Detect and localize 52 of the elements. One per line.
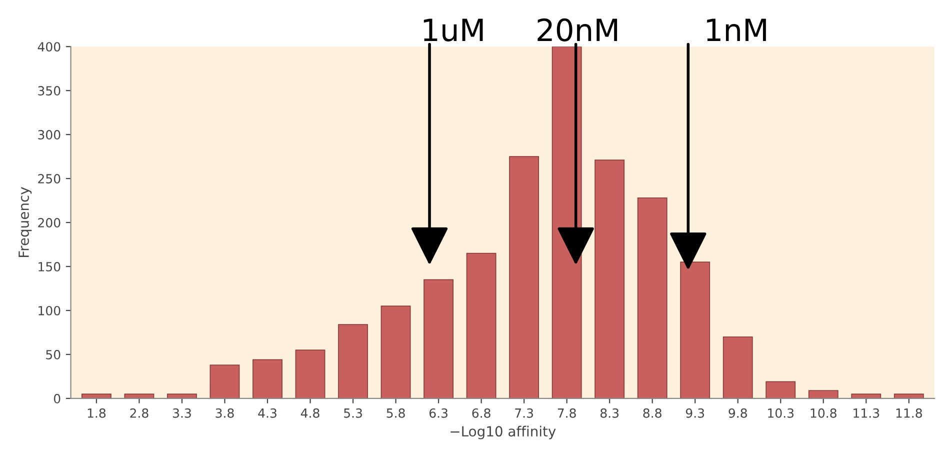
x-tick-label: 6.3: [429, 408, 448, 418]
x-tick-label: 6.8: [472, 408, 490, 418]
bar: [894, 394, 924, 398]
bar: [252, 359, 282, 398]
x-tick-label: 4.8: [300, 408, 320, 418]
x-tick-label: 4.3: [258, 408, 276, 418]
bar: [167, 394, 197, 398]
y-tick-label: 350: [38, 86, 60, 96]
x-tick-label: 11.3: [854, 408, 880, 418]
text: 1nM: [707, 18, 766, 42]
x-tick-label: 9.3: [686, 408, 704, 418]
bar: [637, 197, 668, 398]
x-tick-label: 3.8: [216, 408, 234, 418]
bar: [295, 350, 326, 398]
x-tick-label: 3.3: [172, 408, 191, 418]
bar: [594, 160, 625, 398]
x-tick-label: 5.8: [386, 408, 405, 418]
text: 1uM: [424, 18, 483, 42]
y-tick-label: 200: [38, 218, 60, 228]
bar: [808, 390, 838, 398]
x-tick-label: 10.8: [810, 408, 836, 418]
y-tick-label: 50: [46, 350, 60, 360]
y-tick-label: 300: [38, 130, 60, 140]
x-tick-label: 11.8: [896, 408, 922, 418]
bar: [466, 252, 496, 398]
x-tick-label: 1.8: [88, 408, 106, 418]
bar: [210, 364, 240, 398]
y-tick-label: 250: [38, 174, 60, 184]
bar: [124, 394, 154, 398]
bar: [851, 394, 882, 398]
bar: [509, 156, 540, 398]
y-tick-label: 400: [38, 42, 60, 52]
bar: [82, 394, 112, 398]
text: 20nM: [538, 18, 618, 42]
bar: [424, 279, 454, 398]
x-axis-title: −Log10 affinity: [450, 426, 556, 440]
x-tick-label: 10.3: [768, 408, 794, 418]
x-tick-label: 7.8: [558, 408, 576, 418]
y-tick-label: 150: [38, 262, 60, 272]
x-tick-label: 7.3: [515, 408, 533, 418]
y-tick-label: 100: [38, 306, 60, 316]
y-tick-label: 0: [54, 394, 60, 404]
x-tick-label: 8.3: [600, 408, 619, 418]
x-tick-label: 9.8: [728, 408, 747, 418]
bar: [380, 306, 411, 398]
y-axis-title: Frequency: [18, 187, 32, 258]
x-tick-label: 5.3: [344, 408, 362, 418]
x-tick-label: 2.8: [130, 408, 148, 418]
bar: [766, 381, 796, 398]
bar: [338, 324, 368, 398]
bar: [722, 336, 753, 398]
x-tick-label: 8.8: [643, 408, 662, 418]
